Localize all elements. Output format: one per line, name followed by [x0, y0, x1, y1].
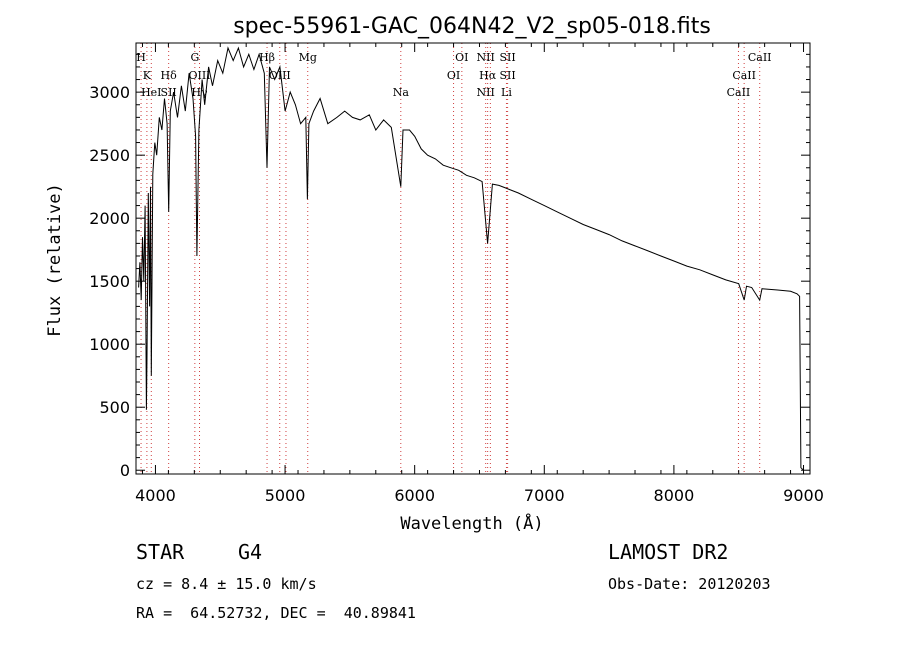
chart-title: spec-55961-GAC_064N42_V2_sp05-018.fits	[233, 14, 711, 39]
y-tick-label: 2500	[89, 146, 130, 165]
line-label: SII	[499, 69, 515, 82]
x-tick-label: 7000	[524, 486, 565, 505]
line-label: K	[143, 69, 152, 82]
line-label: CaII	[732, 69, 756, 82]
spectrum-line	[138, 46, 804, 471]
plot-frame	[135, 42, 811, 475]
line-label: Mg	[299, 51, 317, 64]
observation-date: Obs-Date: 20120203	[608, 575, 771, 593]
line-label: OIII	[188, 69, 210, 82]
x-tick-label: 6000	[394, 486, 435, 505]
object-subclass: G4	[238, 540, 263, 564]
line-label: OI	[447, 69, 460, 82]
y-tick-label: 3000	[89, 83, 130, 102]
line-label: H	[136, 51, 146, 64]
x-axis-label: Wavelength (Å)	[400, 512, 543, 534]
line-label: Hα	[479, 69, 497, 82]
x-tick-label: 4000	[135, 486, 176, 505]
y-axis-label: Flux (relative)	[45, 183, 65, 337]
x-axis-ticks: 4000 5000 6000 7000 8000 9000	[135, 43, 824, 505]
line-label: Hδ	[161, 69, 178, 82]
y-tick-label: 0	[120, 461, 130, 480]
line-label: OIII	[269, 69, 291, 82]
line-label: Li	[501, 86, 512, 99]
y-axis-ticks: 0 500 1000 1500 2000 2500 3000	[89, 53, 810, 480]
coordinates: RA = 64.52732, DEC = 40.89841	[136, 604, 416, 622]
line-label: NII	[477, 86, 495, 99]
x-tick-label: 8000	[654, 486, 695, 505]
x-tick-label: 9000	[783, 486, 824, 505]
line-label: G	[190, 51, 199, 64]
object-class: STAR	[136, 540, 185, 564]
redshift-cz: cz = 8.4 ± 15.0 km/s	[136, 575, 317, 593]
line-label: SII	[499, 51, 515, 64]
line-label: Hβ	[259, 51, 275, 64]
line-label: CaII	[748, 51, 772, 64]
y-tick-label: 1000	[89, 335, 130, 354]
line-label: HeI	[141, 86, 161, 99]
line-label: NII	[477, 51, 495, 64]
survey-name: LAMOST DR2	[608, 540, 729, 564]
line-label: CaII	[727, 86, 751, 99]
line-label: Na	[393, 86, 410, 99]
y-tick-label: 2000	[89, 209, 130, 228]
y-tick-label: 1500	[89, 272, 130, 291]
line-label: OI	[455, 51, 468, 64]
y-tick-label: 500	[99, 398, 130, 417]
x-tick-label: 5000	[265, 486, 306, 505]
